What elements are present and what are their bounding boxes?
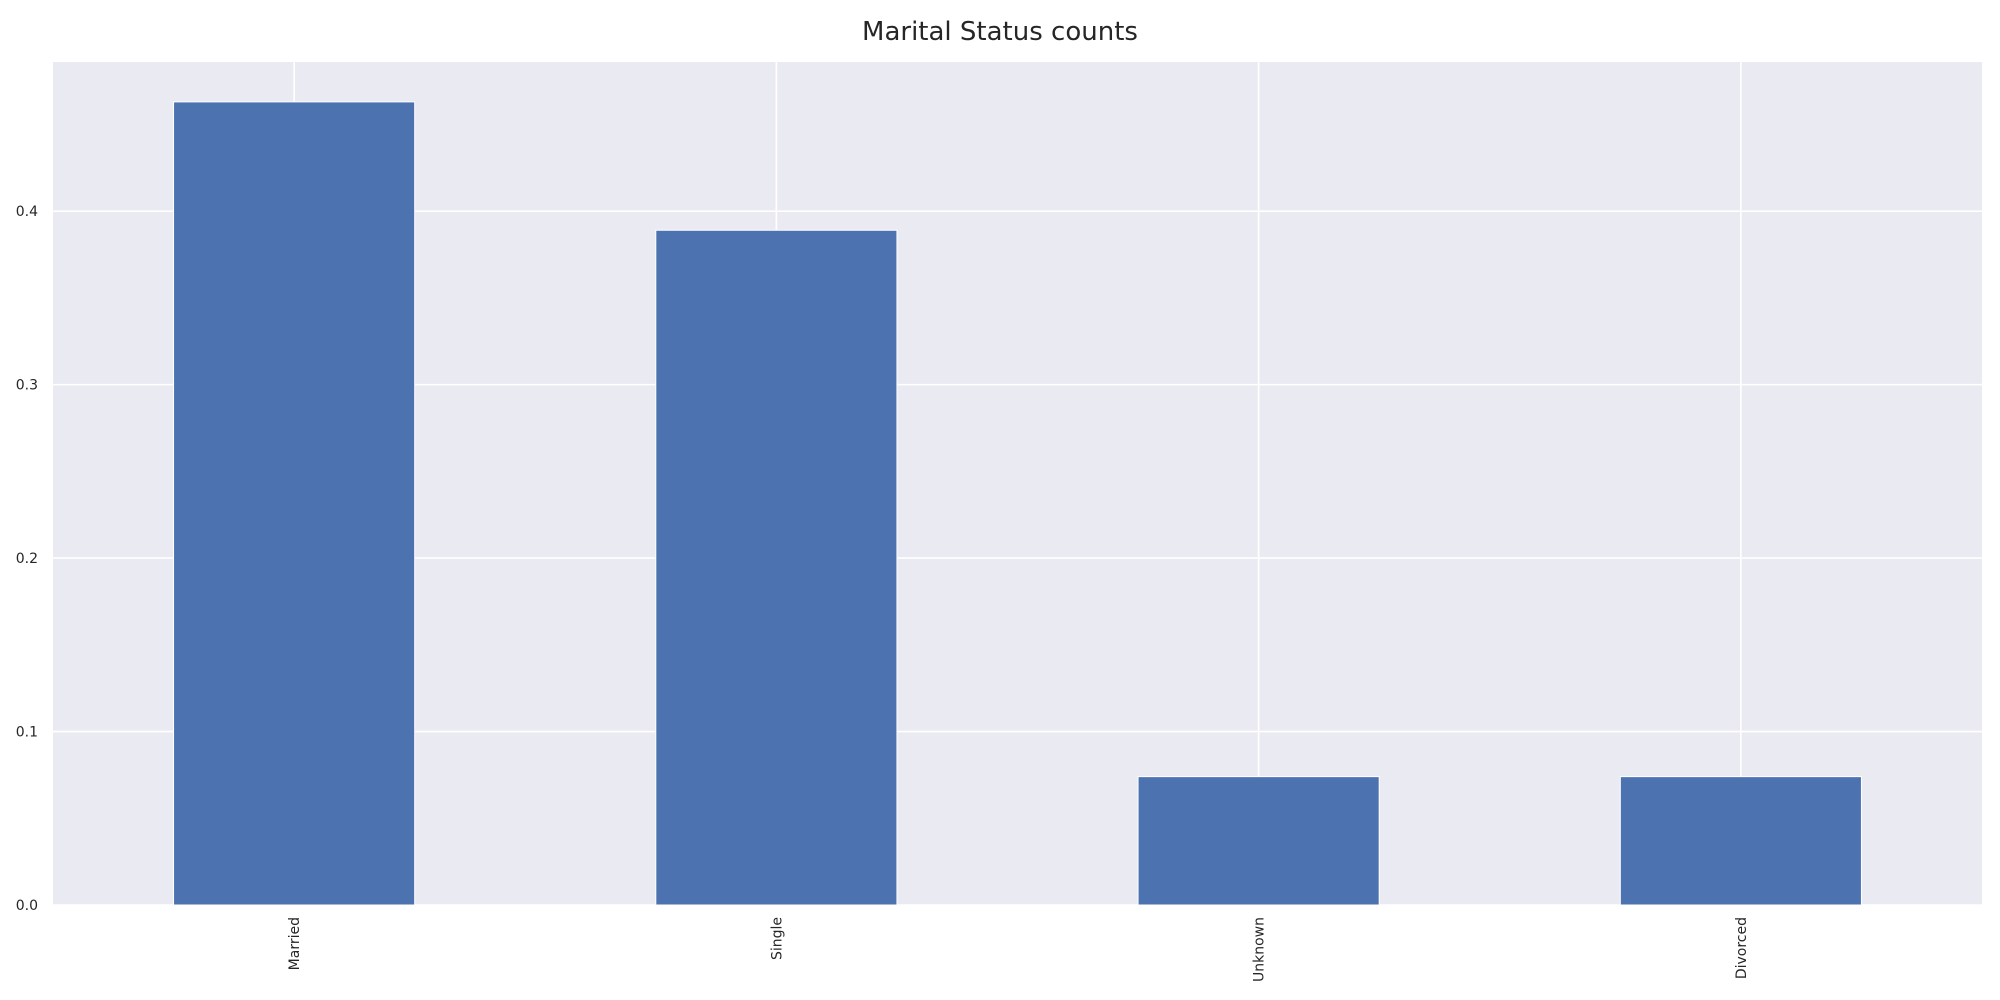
bar-married: [173, 101, 416, 906]
y-tick-label: 0.4: [16, 204, 38, 220]
y-tick-label: 0.2: [16, 551, 38, 567]
chart-title: Marital Status counts: [862, 17, 1138, 47]
bar-single: [655, 229, 898, 906]
x-tick-label: Single: [769, 917, 785, 960]
y-axis-ticks: 0.0 0.1 0.2 0.3 0.4: [16, 204, 38, 914]
bar-divorced: [1619, 776, 1862, 906]
y-tick-label: 0.0: [16, 898, 38, 914]
y-tick-label: 0.3: [16, 378, 38, 394]
y-tick-label: 0.1: [16, 725, 38, 741]
x-tick-label: Married: [287, 917, 303, 970]
bars: [173, 101, 1862, 906]
x-axis-ticks: Married Single Unknown Divorced: [287, 917, 1750, 982]
x-tick-label: Unknown: [1252, 917, 1268, 982]
bar-unknown: [1137, 776, 1380, 906]
x-tick-label: Divorced: [1734, 917, 1750, 979]
